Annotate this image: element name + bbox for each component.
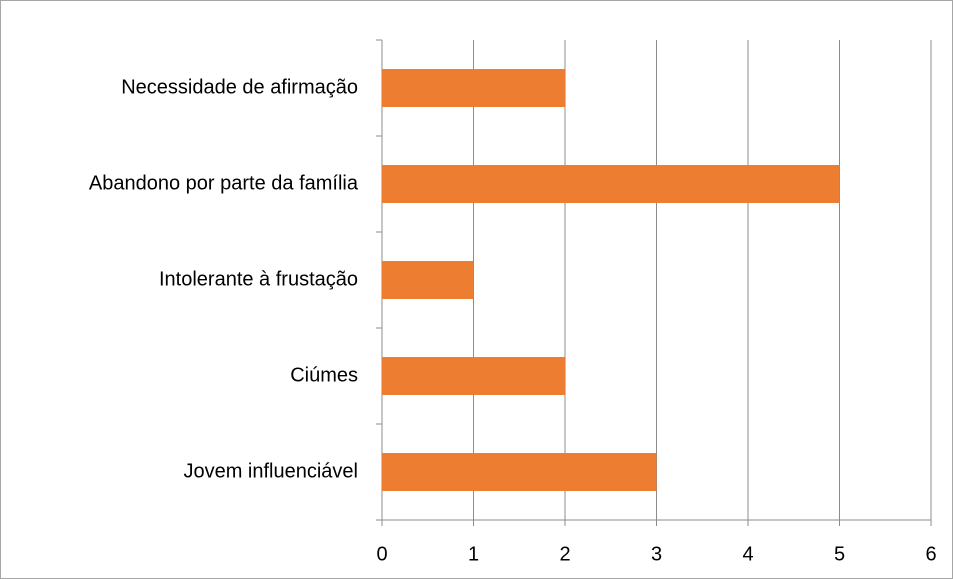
bar — [382, 453, 657, 491]
x-tick-label: 6 — [925, 543, 936, 565]
x-tick-label: 2 — [559, 543, 570, 565]
x-tick-label: 4 — [742, 543, 753, 565]
bar — [382, 165, 840, 203]
x-tick-label: 3 — [651, 543, 662, 565]
x-tick-label: 0 — [376, 543, 387, 565]
y-tick-label: Intolerante à frustação — [159, 268, 358, 290]
x-tick-label: 5 — [834, 543, 845, 565]
y-tick-label: Abandono por parte da família — [89, 172, 359, 194]
bar — [382, 261, 474, 299]
y-tick-label: Necessidade de afirmação — [121, 76, 358, 98]
bar — [382, 69, 565, 107]
y-tick-label: Jovem influenciável — [183, 460, 358, 482]
y-tick-label: Ciúmes — [290, 364, 358, 386]
x-tick-label: 1 — [468, 543, 479, 565]
bar — [382, 357, 565, 395]
